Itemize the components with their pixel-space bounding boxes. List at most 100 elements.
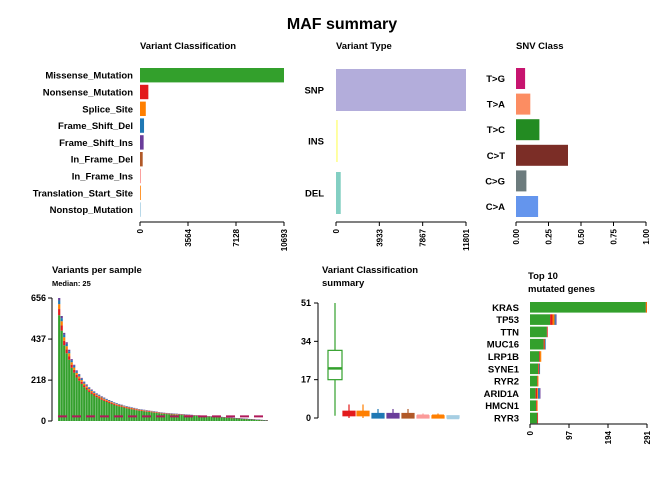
variants-per-sample-bar-segment xyxy=(198,416,201,421)
variants-per-sample-bar-segment xyxy=(118,406,121,421)
variants-per-sample-bar-segment xyxy=(58,300,61,305)
top10-bar-segment xyxy=(544,338,546,350)
variants-per-sample-bar-segment xyxy=(80,378,83,381)
variants-per-sample-y-tick-label: 218 xyxy=(31,375,46,385)
variants-per-sample-bar-segment xyxy=(93,392,96,395)
variants-per-sample-bar-segment xyxy=(58,304,61,310)
variants-per-sample-bar-segment xyxy=(135,409,138,411)
variant-type-tick-label: 0 xyxy=(332,228,341,233)
variants-per-sample-bar-segment xyxy=(73,365,76,368)
variants-per-sample-bar-segment xyxy=(123,407,126,421)
variants-per-sample-bar-segment xyxy=(233,418,236,421)
variants-per-sample-bar-segment xyxy=(113,404,116,421)
top10-bar-segment xyxy=(530,314,551,325)
variants-per-sample-bar-segment xyxy=(153,412,156,421)
variants-per-sample-bar-segment xyxy=(98,395,101,397)
snv-class-tick-label: 0.00 xyxy=(512,228,521,244)
snv-class-label: T>G xyxy=(486,74,505,85)
variants-per-sample-bar-segment xyxy=(70,360,73,363)
variants-per-sample-bar-segment xyxy=(263,420,266,421)
top10-gene-label: LRP1B xyxy=(488,352,519,363)
variants-per-sample-bar-segment xyxy=(115,405,118,421)
vc-summary-panel: Variant Classification summary 0 17 34 51 xyxy=(301,265,460,423)
top10-bar-segment xyxy=(537,388,539,399)
variants-per-sample-bar-segment xyxy=(83,383,86,386)
variants-per-sample-bar-segment xyxy=(58,315,61,421)
variant-classification-label: In_Frame_Ins xyxy=(72,172,133,183)
variants-per-sample-bar-segment xyxy=(80,380,83,382)
variants-per-sample-bar-segment xyxy=(93,394,96,396)
variants-per-sample-bar-segment xyxy=(68,349,71,352)
variant-classification-bar xyxy=(140,135,144,150)
variants-per-sample-bar-segment xyxy=(85,386,88,388)
variants-per-sample-bar-segment xyxy=(138,410,141,421)
vc-summary-title: Variant Classification xyxy=(322,265,418,276)
variant-classification-tick-label: 0 xyxy=(136,228,145,233)
variants-per-sample-bar-segment xyxy=(75,372,78,375)
variants-per-sample-panel: Variants per sample Median: 25 0 218 437 65… xyxy=(31,265,268,426)
variants-per-sample-bar-segment xyxy=(60,316,63,319)
top10-bar-segment xyxy=(550,314,553,325)
variants-per-sample-bar-segment xyxy=(118,404,121,406)
variants-per-sample-bar-segment xyxy=(188,415,191,421)
top10-bar-segment xyxy=(530,363,539,375)
variant-classification-label: Frame_Shift_Del xyxy=(58,121,133,132)
variant-type-labels: SNP INS DEL xyxy=(304,86,324,200)
variant-type-title: Variant Type xyxy=(336,41,392,52)
variants-per-sample-bar-segment xyxy=(173,414,176,421)
top10-gene-label: ARID1A xyxy=(484,389,520,400)
snv-class-bar xyxy=(516,196,539,217)
variants-per-sample-bar-segment xyxy=(88,387,91,388)
variant-type-label: DEL xyxy=(305,189,324,200)
variants-per-sample-bar-segment xyxy=(258,419,261,421)
snv-class-tick-label: 1.00 xyxy=(642,228,651,244)
variants-per-sample-bar-segment xyxy=(95,395,98,398)
variants-per-sample-bar-segment xyxy=(163,413,166,421)
variants-per-sample-bar-segment xyxy=(93,391,96,392)
top10-bar-segment xyxy=(538,363,539,375)
variants-per-sample-bar-segment xyxy=(108,401,111,403)
snv-class-bar xyxy=(516,119,540,141)
top10-bar-segment xyxy=(546,326,548,338)
variants-per-sample-bar-segment xyxy=(148,411,151,412)
variants-per-sample-bar-segment xyxy=(193,415,196,421)
top10-subtitle: mutated genes xyxy=(528,284,595,295)
variants-per-sample-bar-segment xyxy=(65,343,68,347)
top10-bar-segment xyxy=(537,375,539,387)
variants-per-sample-bar-segment xyxy=(170,414,173,421)
variants-per-sample-bar-segment xyxy=(125,408,128,421)
snv-class-label: T>A xyxy=(487,100,505,111)
variants-per-sample-bar-segment xyxy=(225,417,228,421)
variants-per-sample-bar-segment xyxy=(70,367,73,421)
variants-per-sample-bar-segment xyxy=(85,389,88,421)
top10-bar-segment xyxy=(530,375,538,387)
variant-classification-bar xyxy=(140,185,141,200)
variants-per-sample-bar-segment xyxy=(58,298,61,301)
snv-class-bar xyxy=(516,144,568,166)
variants-per-sample-bar-segment xyxy=(63,337,66,341)
variants-per-sample-bar-segment xyxy=(63,332,66,335)
top10-bar-segment xyxy=(530,302,646,313)
variant-classification-label: In_Frame_Del xyxy=(71,155,133,166)
variants-per-sample-bar-segment xyxy=(98,394,101,396)
variants-per-sample-bar-segment xyxy=(205,416,208,421)
variants-per-sample-bar-segment xyxy=(98,397,101,399)
variants-per-sample-bar-segment xyxy=(83,382,86,384)
variants-per-sample-bar-segment xyxy=(60,330,63,421)
variant-type-tick-label: 3933 xyxy=(375,228,384,246)
variants-per-sample-bar-segment xyxy=(60,318,63,322)
variant-type-tick-label: 11801 xyxy=(462,228,471,250)
variants-per-sample-bar-segment xyxy=(120,406,123,407)
variant-classification-label: Nonsense_Mutation xyxy=(43,88,133,99)
variants-per-sample-bar-segment xyxy=(145,411,148,412)
variants-per-sample-bar-segment xyxy=(73,369,76,373)
top10-bar-segment xyxy=(530,400,537,411)
top10-bar-segment xyxy=(554,314,556,325)
variants-per-sample-bar-segment xyxy=(80,381,83,384)
top10-tick-label: 194 xyxy=(604,430,613,444)
variants-per-sample-bar-segment xyxy=(68,359,71,421)
variant-classification-axis: 0 3564 7128 10693 xyxy=(136,221,289,251)
variants-per-sample-bar-segment xyxy=(98,396,101,398)
variants-per-sample-bar-segment xyxy=(128,408,131,421)
variants-per-sample-bar-segment xyxy=(90,392,93,394)
